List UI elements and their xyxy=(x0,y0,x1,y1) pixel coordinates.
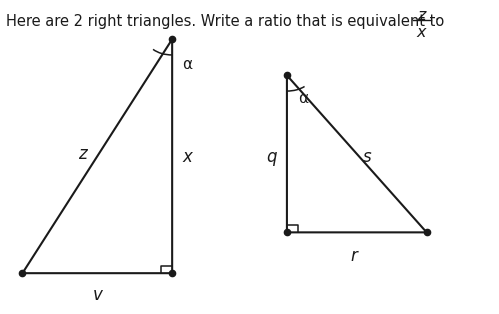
Text: x: x xyxy=(417,25,427,40)
Text: v: v xyxy=(92,286,102,304)
Text: z: z xyxy=(78,145,87,163)
Text: α: α xyxy=(298,91,308,106)
Text: r: r xyxy=(351,247,358,265)
Text: α: α xyxy=(182,57,192,72)
Text: q: q xyxy=(266,148,277,166)
Text: Here are 2 right triangles. Write a ratio that is equivalent to: Here are 2 right triangles. Write a rati… xyxy=(6,14,445,29)
Text: z: z xyxy=(418,8,426,23)
Text: s: s xyxy=(362,148,371,166)
Text: .: . xyxy=(434,8,439,23)
Text: x: x xyxy=(182,148,192,166)
